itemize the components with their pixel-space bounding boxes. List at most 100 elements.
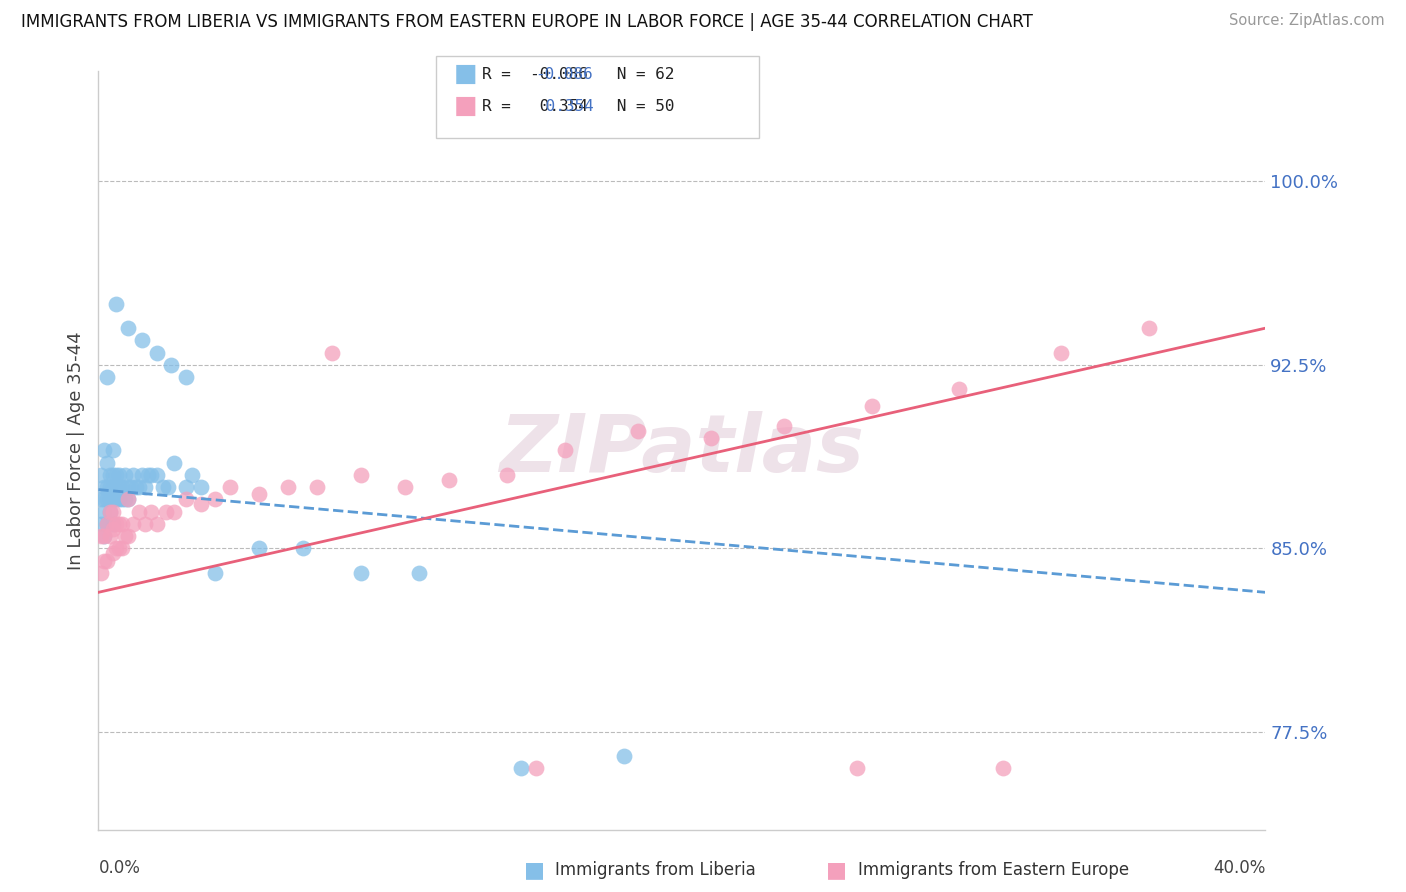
Point <box>96 492 118 507</box>
Point <box>98 505 121 519</box>
Text: Immigrants from Eastern Europe: Immigrants from Eastern Europe <box>858 861 1129 879</box>
Point <box>307 480 329 494</box>
Point <box>101 480 124 494</box>
Point <box>350 566 373 580</box>
Point <box>163 505 186 519</box>
Point <box>120 480 142 494</box>
Point <box>96 553 118 567</box>
Point <box>117 492 139 507</box>
Text: ■: ■ <box>454 95 478 118</box>
Point <box>146 516 169 531</box>
Point <box>93 529 115 543</box>
Point <box>174 492 197 507</box>
Point <box>524 761 547 775</box>
Point <box>114 492 136 507</box>
Point <box>108 492 131 507</box>
Y-axis label: In Labor Force | Age 35-44: In Labor Force | Age 35-44 <box>66 331 84 570</box>
Point <box>108 467 131 482</box>
Point <box>98 467 121 482</box>
Point <box>291 541 314 556</box>
Point <box>218 480 240 494</box>
Point <box>111 492 134 507</box>
Point <box>104 480 127 494</box>
Point <box>111 516 134 531</box>
Point <box>160 358 183 372</box>
Point <box>108 516 131 531</box>
Point <box>134 516 156 531</box>
Point <box>96 370 118 384</box>
Point <box>114 529 136 543</box>
Text: ZIPatlas: ZIPatlas <box>499 411 865 490</box>
Point <box>93 505 115 519</box>
Point <box>93 492 115 507</box>
Point <box>104 516 127 531</box>
Point <box>321 345 343 359</box>
Point <box>98 505 121 519</box>
Point <box>101 516 124 531</box>
Point <box>773 419 796 434</box>
Point <box>96 516 118 531</box>
Point <box>554 443 576 458</box>
Text: 0.0%: 0.0% <box>98 859 141 877</box>
Point <box>190 480 212 494</box>
Point <box>117 321 139 335</box>
Point <box>93 529 115 543</box>
Point <box>700 431 723 445</box>
Point <box>117 492 139 507</box>
Point <box>93 480 115 494</box>
Point <box>394 480 416 494</box>
Point <box>139 505 162 519</box>
Point <box>174 370 197 384</box>
Point <box>117 480 139 494</box>
Point <box>136 467 159 482</box>
Point <box>510 761 533 775</box>
Point <box>104 296 127 310</box>
Point <box>111 541 134 556</box>
Text: Immigrants from Liberia: Immigrants from Liberia <box>555 861 756 879</box>
Point <box>108 541 131 556</box>
Point <box>155 505 177 519</box>
Point <box>90 467 112 482</box>
Point <box>90 492 112 507</box>
Text: ■: ■ <box>524 860 544 880</box>
Point <box>496 467 519 482</box>
Point <box>93 553 115 567</box>
Point <box>117 529 139 543</box>
Text: IMMIGRANTS FROM LIBERIA VS IMMIGRANTS FROM EASTERN EUROPE IN LABOR FORCE | AGE 3: IMMIGRANTS FROM LIBERIA VS IMMIGRANTS FR… <box>21 13 1033 31</box>
Point <box>612 749 634 764</box>
Point <box>114 467 136 482</box>
Point <box>90 566 112 580</box>
Point <box>948 382 970 396</box>
Point <box>247 487 270 501</box>
Point <box>163 456 186 470</box>
Point <box>350 467 373 482</box>
Point <box>90 529 112 543</box>
Point <box>90 516 112 531</box>
Point <box>1137 321 1160 335</box>
Point <box>125 480 148 494</box>
Point <box>128 505 150 519</box>
Point <box>111 480 134 494</box>
Point <box>101 443 124 458</box>
Point <box>122 516 145 531</box>
Point <box>846 761 869 775</box>
Point <box>247 541 270 556</box>
Point <box>104 492 127 507</box>
Point <box>93 443 115 458</box>
Point <box>131 334 153 348</box>
Point <box>627 424 650 438</box>
Point <box>991 761 1014 775</box>
Point <box>408 566 430 580</box>
Point <box>204 492 226 507</box>
Point <box>128 480 150 494</box>
Point <box>131 467 153 482</box>
Text: 0.354: 0.354 <box>536 99 593 113</box>
Point <box>96 456 118 470</box>
Point <box>101 492 124 507</box>
Text: Source: ZipAtlas.com: Source: ZipAtlas.com <box>1229 13 1385 29</box>
Point <box>98 480 121 494</box>
Point <box>204 566 226 580</box>
Point <box>152 480 174 494</box>
Point <box>104 541 127 556</box>
Point <box>98 492 121 507</box>
